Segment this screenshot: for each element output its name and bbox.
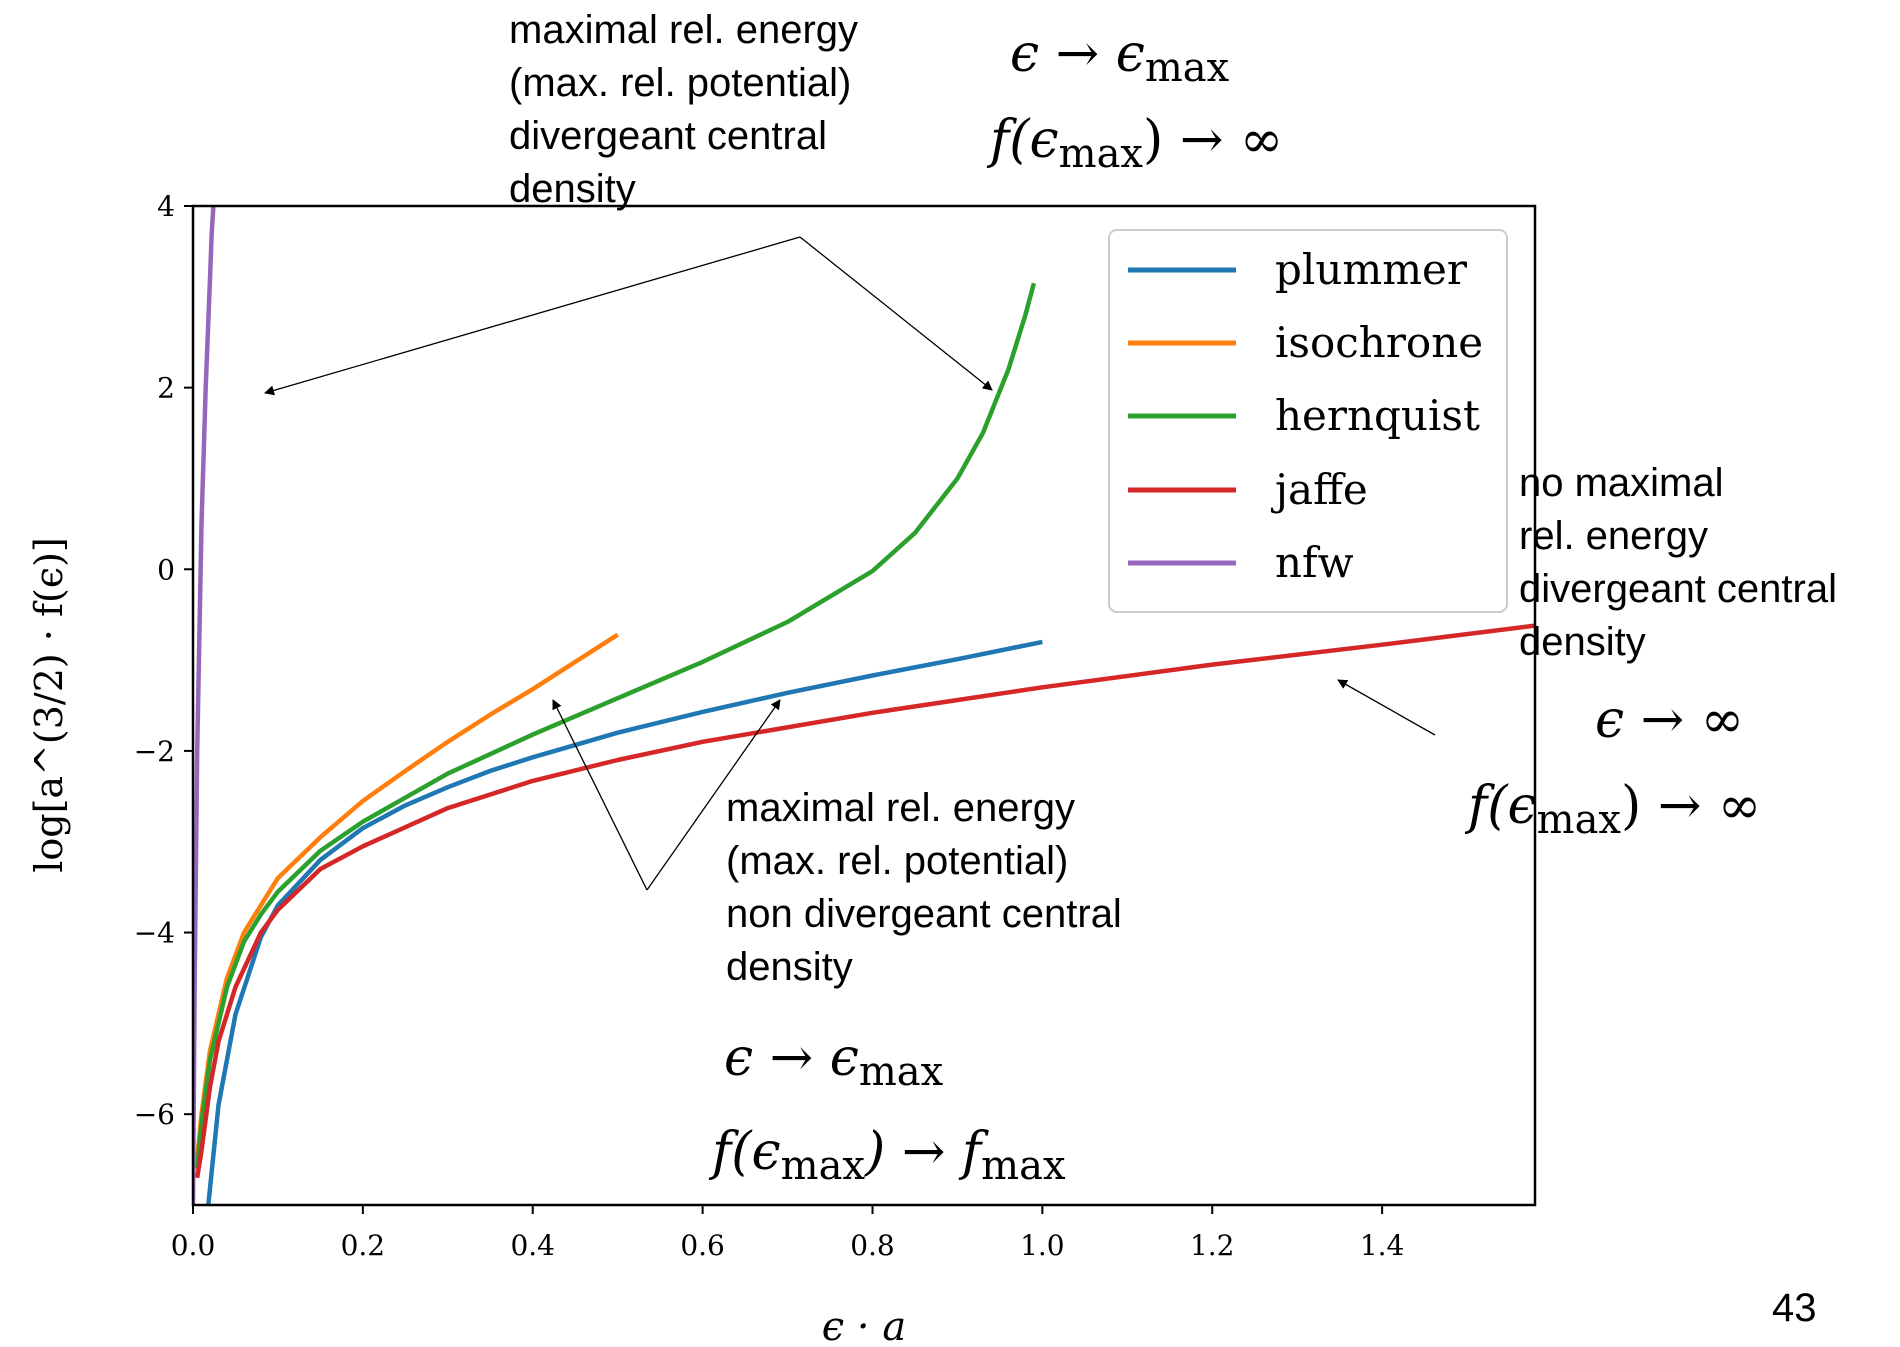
x-tick-label: 0.0 bbox=[171, 1229, 216, 1262]
y-tick-label: 0 bbox=[157, 553, 175, 586]
x-tick-label: 1.4 bbox=[1360, 1229, 1405, 1262]
legend-box bbox=[1108, 229, 1508, 613]
plot-frame bbox=[191, 204, 1537, 1207]
x-tick-label: 0.6 bbox=[680, 1229, 725, 1262]
annotation-middle-text: maximal rel. energy (max. rel. potential… bbox=[726, 786, 1122, 989]
y-axis: −6 −4 −2 0 2 4 bbox=[134, 190, 193, 1131]
annotation-top-math-2: f(ϵmax) → ∞ bbox=[990, 110, 1284, 177]
slide-number: 43 bbox=[1772, 1286, 1817, 1330]
arrow-to-isochrone bbox=[552, 699, 648, 891]
legend-label-hernquist: hernquist bbox=[1275, 391, 1480, 440]
y-axis-label: log[a^(3/2) · f(ϵ)] bbox=[27, 537, 71, 873]
arrow-to-hernquist bbox=[799, 236, 993, 391]
annotation-top-text: maximal rel. energy (max. rel. potential… bbox=[509, 8, 859, 211]
series-line-nfw bbox=[193, 206, 216, 1205]
legend-label-jaffe: jaffe bbox=[1270, 465, 1368, 514]
annotation-arrows bbox=[264, 236, 1436, 891]
annotation-middle-math-2: f(ϵmax) → fmax bbox=[712, 1122, 1066, 1189]
legend: plummer isochrone hernquist jaffe nfw bbox=[1108, 229, 1508, 613]
x-tick-label: 1.0 bbox=[1020, 1229, 1065, 1262]
annotation-right-math-1: ϵ → ∞ bbox=[1595, 690, 1745, 750]
y-tick-label: −2 bbox=[134, 735, 175, 768]
series-line-plummer bbox=[206, 639, 1043, 1205]
annotation-middle-math-1: ϵ → ϵmax bbox=[724, 1028, 944, 1095]
series-line-hernquist bbox=[194, 282, 1037, 1169]
y-tick-label: 2 bbox=[157, 372, 175, 405]
arrow-to-jaffe bbox=[1337, 679, 1436, 736]
annotation-top-math-1: ϵ → ϵmax bbox=[1010, 24, 1230, 91]
annotation-right-text: no maximal rel. energy divergeant centra… bbox=[1519, 461, 1837, 664]
legend-label-isochrone: isochrone bbox=[1275, 318, 1483, 367]
annotation-right-math-2: f(ϵmax) → ∞ bbox=[1468, 776, 1762, 843]
series-layer bbox=[193, 206, 1535, 1205]
arrow-to-nfw bbox=[264, 236, 801, 396]
series-line-jaffe bbox=[194, 623, 1535, 1179]
legend-label-plummer: plummer bbox=[1275, 245, 1468, 294]
x-axis: 0.0 0.2 0.4 0.6 0.8 1.0 1.2 1.4 bbox=[171, 1205, 1405, 1262]
x-tick-label: 0.4 bbox=[510, 1229, 555, 1262]
series-line-isochrone bbox=[194, 632, 619, 1160]
legend-label-nfw: nfw bbox=[1275, 538, 1354, 587]
arrow-to-plummer bbox=[646, 699, 781, 891]
x-axis-label: ϵ · a bbox=[822, 1304, 906, 1347]
x-tick-label: 0.8 bbox=[850, 1229, 895, 1262]
y-tick-label: −6 bbox=[134, 1098, 175, 1131]
y-tick-label: −4 bbox=[134, 917, 175, 950]
y-tick-label: 4 bbox=[157, 190, 175, 223]
x-tick-label: 1.2 bbox=[1190, 1229, 1235, 1262]
x-tick-label: 0.2 bbox=[341, 1229, 386, 1262]
